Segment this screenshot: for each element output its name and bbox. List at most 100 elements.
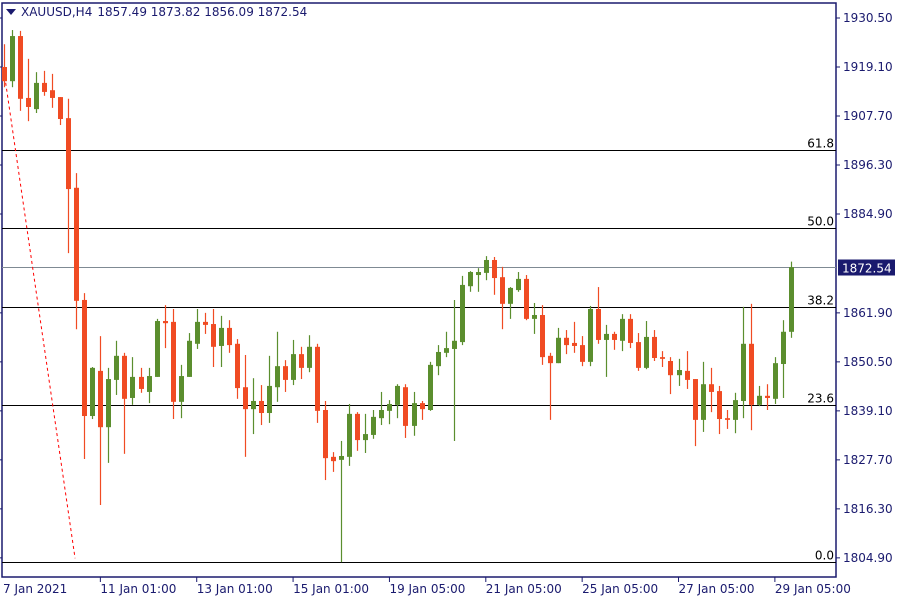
bullish-candle <box>130 357 135 405</box>
candle-body <box>652 336 657 358</box>
bullish-candle <box>460 275 465 346</box>
bullish-candle <box>588 305 593 367</box>
candle-body <box>781 331 786 365</box>
bullish-candle <box>114 340 119 395</box>
bearish-candle <box>171 308 176 420</box>
bearish-candle <box>580 336 585 367</box>
candle-body <box>58 97 63 120</box>
bearish-candle <box>299 346 304 380</box>
bullish-candle <box>436 345 441 376</box>
candle-body <box>90 367 95 417</box>
x-tick-label: 15 Jan 01:00 <box>293 582 369 596</box>
bearish-candle <box>50 73 55 108</box>
candle-body <box>106 379 111 428</box>
bullish-candle <box>371 410 376 439</box>
bearish-candle <box>66 98 71 254</box>
candle-body <box>347 413 352 457</box>
x-tick-label: 19 Jan 05:00 <box>389 582 465 596</box>
bullish-candle <box>516 272 521 292</box>
candle-body <box>685 370 690 380</box>
candle-body <box>114 355 119 380</box>
candle-body <box>564 337 569 346</box>
y-tick-label: 1827.70 <box>843 453 893 467</box>
candle-body <box>66 118 71 190</box>
current-price-label: 1872.54 <box>842 262 892 276</box>
candle-body <box>2 67 7 82</box>
candle-body <box>668 361 673 376</box>
y-tick-label: 1884.90 <box>843 207 893 221</box>
bearish-candle <box>564 330 569 355</box>
bullish-candle <box>620 314 625 352</box>
candle-body <box>171 321 176 402</box>
candle-body <box>139 376 144 389</box>
candle-body <box>355 413 360 441</box>
bearish-candle <box>652 330 657 361</box>
bearish-candle <box>612 331 617 350</box>
bearish-candle <box>283 360 288 392</box>
x-tick-label: 29 Jan 05:00 <box>775 582 851 596</box>
candle-body <box>604 333 609 340</box>
candle-body <box>291 354 296 380</box>
candle-body <box>371 416 376 435</box>
bearish-candle <box>58 97 63 126</box>
candle-body <box>789 267 794 332</box>
candle-body <box>460 284 465 343</box>
bullish-candle <box>291 339 296 386</box>
bullish-candle <box>741 306 746 419</box>
bearish-candle <box>323 400 328 481</box>
bullish-candle <box>363 413 368 453</box>
candle-body <box>532 315 537 319</box>
candle-body <box>725 418 730 420</box>
bullish-candle <box>219 315 224 368</box>
triangle-down-icon[interactable] <box>6 9 16 15</box>
bullish-candle <box>604 324 609 377</box>
bullish-candle <box>781 320 786 398</box>
candle-body <box>283 366 288 380</box>
bullish-candle <box>484 256 489 281</box>
bullish-candle <box>508 287 513 319</box>
y-tick-label: 1896.30 <box>843 158 893 172</box>
candle-body <box>476 272 481 276</box>
y-tick-label: 1839.10 <box>843 404 893 418</box>
candle-body <box>50 90 55 98</box>
bearish-candle <box>725 410 730 429</box>
fib-level-label: 50.0 <box>807 215 834 229</box>
candle-body <box>307 346 312 368</box>
fib-level-label: 23.6 <box>807 392 834 406</box>
candle-body <box>267 385 272 414</box>
bearish-candle <box>540 305 545 365</box>
candle-body <box>677 370 682 376</box>
bearish-candle <box>548 352 553 420</box>
bullish-candle <box>195 308 200 349</box>
bullish-candle <box>476 268 481 292</box>
bullish-candle <box>147 367 152 404</box>
candle-body <box>130 376 135 398</box>
bullish-candle <box>267 355 272 423</box>
candle-body <box>98 370 103 428</box>
bearish-candle <box>749 303 754 431</box>
bullish-candle <box>773 357 778 404</box>
ohlc-readout: 1857.49 1873.82 1856.09 1872.54 <box>97 5 308 19</box>
candle-body <box>660 357 665 359</box>
candle-body <box>436 351 441 367</box>
candle-body <box>468 272 473 287</box>
candle-body <box>693 379 698 420</box>
candle-body <box>363 434 368 441</box>
symbol-timeframe: XAUUSD,H4 <box>21 5 93 19</box>
bearish-candle <box>315 343 320 423</box>
bullish-candle <box>10 30 15 88</box>
candle-body <box>757 395 762 405</box>
candle-body <box>500 277 505 304</box>
bearish-candle <box>211 308 216 368</box>
current-price-badge <box>838 259 895 276</box>
candle-body <box>74 187 79 301</box>
y-tick-label: 1850.50 <box>843 355 893 369</box>
bearish-candle <box>122 352 127 454</box>
candle-body <box>428 364 433 410</box>
candle-body <box>540 315 545 358</box>
bullish-candle <box>644 321 649 370</box>
candle-body <box>556 337 561 364</box>
candle-body <box>187 340 192 377</box>
bearish-candle <box>628 314 633 349</box>
bullish-candle <box>379 391 384 426</box>
